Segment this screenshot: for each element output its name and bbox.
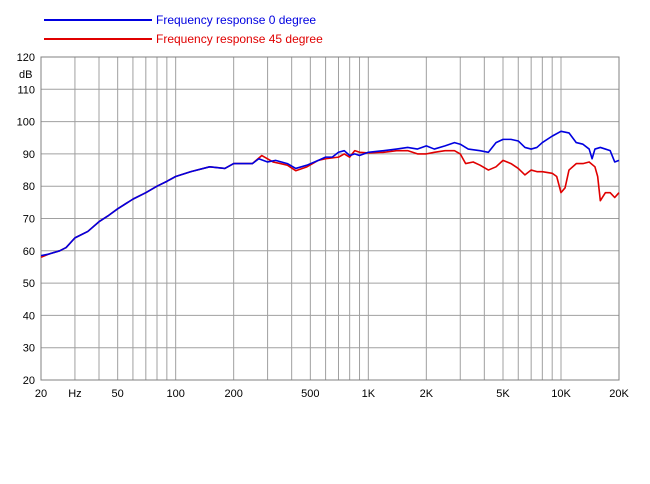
x-tick-label: 20 <box>35 388 47 400</box>
y-tick-label: 30 <box>23 343 35 355</box>
series <box>40 130 620 259</box>
x-tick-label: 20K <box>609 388 629 400</box>
y-tick-label: 110 <box>17 84 35 96</box>
x-tick-label: 200 <box>224 388 242 400</box>
x-tick-label: 500 <box>301 388 319 400</box>
y-axis-ticks: 20 30 40 50 60 70 80 90 100 110 120 <box>17 52 35 387</box>
x-tick-label: 50 <box>112 388 124 400</box>
x-tick-label: Hz <box>68 388 81 400</box>
y-tick-label: 100 <box>17 117 35 129</box>
y-tick-label: 70 <box>23 214 35 226</box>
y-tick-label: 60 <box>23 246 35 258</box>
grid <box>41 57 619 380</box>
x-tick-label: 2K <box>420 388 434 400</box>
y-tick-label: 20 <box>23 375 35 387</box>
y-tick-label: 40 <box>23 310 35 322</box>
y-axis-unit-label: dB <box>19 69 32 81</box>
x-tick-label: 100 <box>166 388 184 400</box>
x-tick-label: 1K <box>362 388 376 400</box>
x-tick-label: 10K <box>551 388 571 400</box>
y-tick-label: 80 <box>23 181 35 193</box>
x-axis-ticks: 20 Hz 50 100 200 500 1K 2K 5K 10K 20K <box>35 388 630 400</box>
x-tick-label: 5K <box>496 388 510 400</box>
y-tick-label: 50 <box>23 278 35 290</box>
legend: Frequency response 0 degree Frequency res… <box>44 13 323 46</box>
series-line-forty-five-degree <box>40 149 620 259</box>
plot-frame <box>40 56 620 381</box>
series-line-zero-degree <box>40 130 620 257</box>
legend-label: Frequency response 45 degree <box>156 32 323 46</box>
legend-label: Frequency response 0 degree <box>156 13 316 27</box>
y-tick-label: 90 <box>23 149 35 161</box>
y-tick-label: 120 <box>17 52 35 64</box>
